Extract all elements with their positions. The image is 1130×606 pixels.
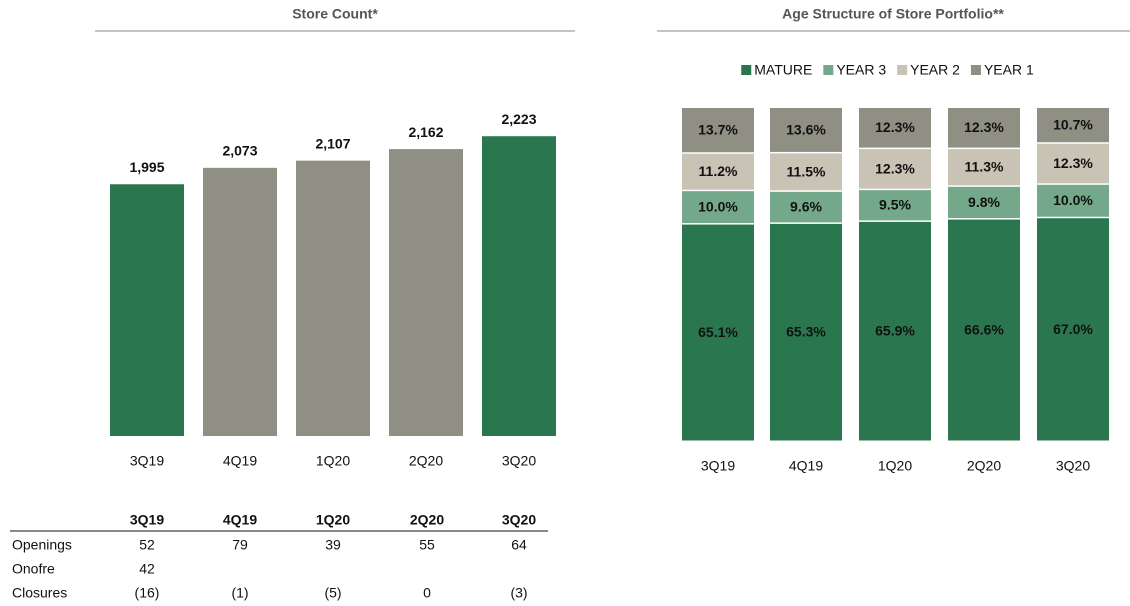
bar	[296, 160, 370, 436]
data-label: 13.7%	[698, 122, 738, 138]
row-label: Openings	[12, 537, 72, 553]
bar-segment	[770, 153, 842, 191]
table-cell: 52	[139, 537, 155, 553]
bar-segment	[770, 108, 842, 152]
bar-segment	[948, 149, 1020, 186]
legend-label: YEAR 2	[910, 62, 960, 78]
data-label: 66.6%	[964, 321, 1004, 337]
x-tick-label: 3Q19	[130, 453, 164, 469]
bar-segment	[1037, 218, 1109, 441]
data-label: 10.0%	[698, 199, 738, 215]
data-label: 12.3%	[1053, 155, 1093, 171]
bar-segment	[1037, 143, 1109, 184]
x-tick-label: 4Q19	[789, 458, 823, 474]
table-header: 2Q20	[410, 512, 444, 528]
bar-segment	[770, 223, 842, 441]
bar-segment	[682, 191, 754, 224]
data-label: 9.5%	[879, 197, 911, 213]
x-tick-label: 1Q20	[878, 458, 912, 474]
bar	[389, 149, 463, 436]
bar-segment	[859, 108, 931, 148]
data-label: 65.1%	[698, 324, 738, 340]
x-tick-label: 2Q20	[967, 458, 1001, 474]
table-cell: 0	[423, 585, 431, 601]
bar-segment	[1037, 184, 1109, 217]
data-label: 12.3%	[964, 119, 1004, 135]
data-label: 11.5%	[787, 163, 826, 179]
bar	[110, 184, 184, 436]
data-label: 10.0%	[1053, 192, 1093, 208]
table-header: 1Q20	[316, 512, 350, 528]
data-label: 10.7%	[1053, 117, 1093, 133]
bar-segment	[1037, 108, 1109, 143]
legend-swatch	[741, 65, 752, 75]
data-label: 9.6%	[790, 199, 822, 215]
x-tick-label: 3Q20	[1056, 458, 1090, 474]
table-cell: (1)	[231, 585, 248, 601]
table-cell: (5)	[324, 585, 341, 601]
bar-segment	[948, 186, 1020, 219]
data-label: 2,107	[315, 135, 350, 151]
legend-label: YEAR 1	[984, 62, 1034, 78]
table-cell: (16)	[135, 585, 160, 601]
table-header: 4Q19	[223, 512, 257, 528]
data-label: 65.9%	[875, 323, 915, 339]
bar-segment	[770, 191, 842, 223]
bar-segment	[948, 108, 1020, 148]
x-tick-label: 4Q19	[223, 453, 257, 469]
legend-swatch	[897, 65, 908, 75]
bar	[203, 167, 277, 436]
legend-label: MATURE	[754, 62, 812, 78]
bar-segment	[682, 224, 754, 441]
table-cell: (3)	[510, 585, 527, 601]
row-label: Onofre	[12, 561, 55, 577]
table-header: 3Q20	[502, 512, 536, 528]
data-label: 12.3%	[875, 160, 915, 176]
legend-swatch	[823, 65, 834, 75]
data-label: 2,162	[408, 124, 443, 140]
x-tick-label: 2Q20	[409, 453, 443, 469]
data-label: 1,995	[129, 159, 164, 175]
x-tick-label: 3Q19	[701, 458, 735, 474]
legend-label: YEAR 3	[836, 62, 886, 78]
table-cell: 64	[511, 537, 527, 553]
data-label: 13.6%	[786, 121, 826, 137]
table-cell: 42	[139, 561, 155, 577]
data-label: 9.8%	[968, 194, 1000, 210]
table-cell: 79	[232, 537, 248, 553]
table-cell: 39	[325, 537, 341, 553]
chart-title: Age Structure of Store Portfolio**	[782, 6, 1004, 22]
table-header: 3Q19	[130, 512, 164, 528]
legend-swatch	[970, 65, 981, 75]
data-label: 2,073	[222, 143, 257, 159]
data-label: 12.3%	[875, 119, 915, 135]
row-label: Closures	[12, 585, 67, 601]
data-label: 11.3%	[965, 159, 1004, 175]
data-label: 67.0%	[1053, 321, 1093, 337]
data-label: 65.3%	[786, 324, 826, 340]
bar-segment	[859, 149, 931, 189]
bar-segment	[948, 219, 1020, 441]
data-label: 2,223	[501, 111, 536, 127]
table-cell: 55	[419, 537, 435, 553]
bar-segment	[859, 221, 931, 441]
chart-title: Store Count*	[292, 6, 378, 22]
x-tick-label: 1Q20	[316, 453, 350, 469]
data-label: 11.2%	[699, 163, 738, 179]
x-tick-label: 3Q20	[502, 453, 536, 469]
bar-segment	[682, 108, 754, 153]
bar-segment	[859, 190, 931, 221]
bar-segment	[682, 153, 754, 190]
bar	[482, 136, 556, 437]
